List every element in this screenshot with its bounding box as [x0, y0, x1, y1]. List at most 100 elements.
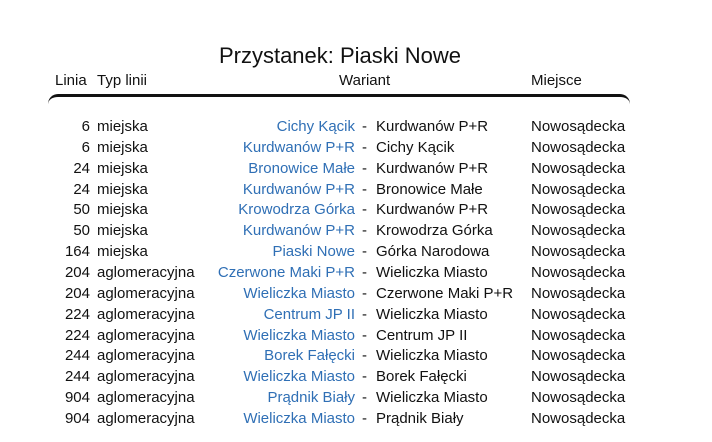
stop-place: Nowosądecka — [531, 284, 626, 302]
variant-link[interactable]: Wieliczka Miasto — [243, 284, 355, 302]
stop-place: Nowosądecka — [531, 305, 626, 323]
variant-destination: Bronowice Małe — [376, 180, 483, 198]
line-number: 6 — [81, 138, 90, 156]
variant-link[interactable]: Wieliczka Miasto — [243, 326, 355, 344]
line-number: 24 — [73, 180, 90, 198]
line-number: 204 — [64, 263, 90, 281]
variant-link[interactable]: Piaski Nowe — [272, 243, 355, 261]
line-type: aglomeracyjna — [97, 368, 195, 386]
header-type: Typ linii — [97, 72, 148, 89]
line-number: 164 — [64, 243, 90, 261]
variant-link[interactable]: Czerwone Maki P+R — [217, 263, 355, 281]
variant-separator: - — [362, 138, 367, 156]
line-type: miejska — [97, 118, 148, 135]
line-type: aglomeracyjna — [97, 409, 195, 427]
variant-destination: Kurdwanów P+R — [376, 201, 489, 219]
stop-place: Nowosądecka — [531, 138, 626, 156]
line-number: 904 — [64, 389, 90, 407]
variant-link[interactable]: Wieliczka Miasto — [243, 409, 355, 427]
variant-destination: Centrum JP II — [376, 326, 468, 344]
table-row: 244 aglomeracyjna Borek Fałęcki - Wieliczka … — [0, 347, 712, 368]
table-row: 904 aglomeracyjna Wieliczka Miasto - Prądnik… — [0, 410, 712, 431]
table-row: 904 aglomeracyjna Prądnik Biały - Wieliczka … — [0, 389, 712, 410]
variant-link[interactable]: Prądnik Biały — [267, 389, 355, 407]
line-number: 50 — [73, 222, 90, 240]
variant-separator: - — [362, 159, 367, 177]
table-row: 6 miejska Cichy Kącik - Kurdwanów P+R Nowosąd… — [0, 118, 712, 139]
variant-link[interactable]: Wieliczka Miasto — [243, 368, 355, 386]
variant-link[interactable]: Cichy Kącik — [276, 118, 355, 135]
line-type: miejska — [97, 138, 148, 156]
line-number: 904 — [64, 409, 90, 427]
table-row: 224 aglomeracyjna Centrum JP II - Wieliczka … — [0, 306, 712, 327]
line-type: miejska — [97, 180, 148, 198]
line-number: 24 — [73, 159, 90, 177]
variant-destination: Wieliczka Miasto — [376, 263, 488, 281]
variant-separator: - — [362, 284, 367, 302]
variant-link[interactable]: Bronowice Małe — [248, 159, 355, 177]
variant-destination: Cichy Kącik — [376, 138, 455, 156]
header-line: Linia — [55, 72, 87, 89]
variant-destination: Kurdwanów P+R — [376, 159, 489, 177]
variant-link[interactable]: Kurdwanów P+R — [242, 180, 355, 198]
variant-separator: - — [362, 180, 367, 198]
variant-separator: - — [362, 409, 367, 427]
variant-destination: Czerwone Maki P+R — [376, 284, 514, 302]
variant-separator: - — [362, 347, 367, 365]
table-row: 50 miejska Kurdwanów P+R - Krowodrza Górka No… — [0, 222, 712, 243]
stop-place: Nowosądecka — [531, 347, 626, 365]
line-type: miejska — [97, 222, 148, 240]
variant-destination: Krowodrza Górka — [376, 222, 493, 240]
variant-destination: Wieliczka Miasto — [376, 347, 488, 365]
header-divider — [48, 94, 630, 107]
line-type: miejska — [97, 201, 148, 219]
variant-destination: Górka Narodowa — [376, 243, 490, 261]
table-row: 244 aglomeracyjna Wieliczka Miasto - Borek F… — [0, 368, 712, 389]
variant-link[interactable]: Krowodrza Górka — [238, 201, 355, 219]
table-row: 204 aglomeracyjna Czerwone Maki P+R - Wielic… — [0, 264, 712, 285]
stop-place: Nowosądecka — [531, 326, 626, 344]
line-number: 224 — [64, 326, 90, 344]
table-row: 24 miejska Bronowice Małe - Kurdwanów P+R Now… — [0, 160, 712, 181]
stop-place: Nowosądecka — [531, 409, 626, 427]
table-row: 24 miejska Kurdwanów P+R - Bronowice Małe Now… — [0, 181, 712, 202]
line-type: aglomeracyjna — [97, 284, 195, 302]
variant-separator: - — [362, 389, 367, 407]
variant-destination: Borek Fałęcki — [376, 368, 467, 386]
stop-place: Nowosądecka — [531, 222, 626, 240]
page-title: Przystanek: Piaski Nowe — [218, 43, 462, 68]
line-type: aglomeracyjna — [97, 389, 195, 407]
variant-link[interactable]: Kurdwanów P+R — [242, 222, 355, 240]
table-row: 224 aglomeracyjna Wieliczka Miasto - Centrum… — [0, 327, 712, 348]
header-place: Miejsce — [531, 72, 582, 89]
stop-place: Nowosądecka — [531, 180, 626, 198]
stop-place: Nowosądecka — [531, 389, 626, 407]
variant-link[interactable]: Borek Fałęcki — [264, 347, 355, 365]
variant-link[interactable]: Kurdwanów P+R — [242, 138, 355, 156]
stop-place: Nowosądecka — [531, 368, 626, 386]
line-number: 244 — [64, 347, 90, 365]
variant-separator: - — [362, 222, 367, 240]
header-variant: Wariant — [339, 72, 391, 89]
line-number: 204 — [64, 284, 90, 302]
stop-place: Nowosądecka — [531, 243, 626, 261]
variant-separator: - — [362, 326, 367, 344]
line-number: 224 — [64, 305, 90, 323]
variant-destination: Prądnik Biały — [376, 409, 464, 427]
variant-separator: - — [362, 263, 367, 281]
line-type: aglomeracyjna — [97, 347, 195, 365]
table-row: 50 miejska Krowodrza Górka - Kurdwanów P+R No… — [0, 201, 712, 222]
line-type: aglomeracyjna — [97, 326, 195, 344]
line-type: aglomeracyjna — [97, 263, 195, 281]
stop-place: Nowosądecka — [531, 159, 626, 177]
table-row: 164 miejska Piaski Nowe - Górka Narodowa Nowo… — [0, 243, 712, 264]
variant-link[interactable]: Centrum JP II — [263, 305, 355, 323]
line-type: miejska — [97, 159, 148, 177]
variant-separator: - — [362, 305, 367, 323]
table-row: 6 miejska Kurdwanów P+R - Cichy Kącik Nowosąd… — [0, 139, 712, 160]
variant-destination: Kurdwanów P+R — [376, 118, 489, 135]
line-type: aglomeracyjna — [97, 305, 195, 323]
stop-place: Nowosądecka — [531, 263, 626, 281]
variant-separator: - — [362, 118, 367, 135]
variant-separator: - — [362, 201, 367, 219]
